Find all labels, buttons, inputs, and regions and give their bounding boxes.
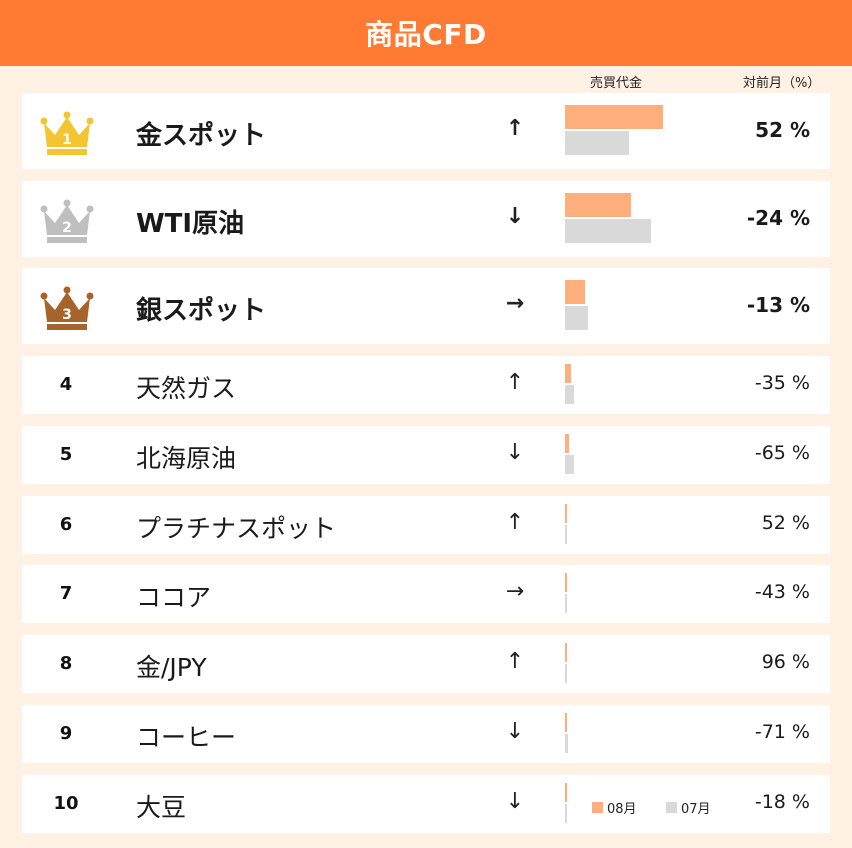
bar-previous-month	[565, 131, 629, 155]
legend-swatch-current	[592, 802, 603, 813]
product-name: 天然ガス	[136, 374, 237, 403]
table-row: 2 WTI原油 ↓ -24 %	[22, 181, 830, 257]
bar-previous-month	[565, 385, 574, 404]
table-row: 6 プラチナスポット ↑ 52 %	[22, 496, 830, 554]
trend-arrow-icon: ↓	[505, 789, 525, 814]
table-row: 10 大豆 ↓ -18 %	[22, 775, 830, 833]
volume-column-header: 売買代金	[590, 76, 643, 91]
table-row: 9 コーヒー ↓ -71 %	[22, 705, 830, 763]
bar-previous-month	[565, 219, 651, 243]
change-percent: -65 %	[754, 442, 810, 464]
table-row: 3 銀スポット → -13 %	[22, 268, 830, 344]
bar-current-month	[565, 280, 585, 304]
product-name: 北海原油	[136, 444, 237, 473]
crown-rank-number: 1	[62, 132, 72, 148]
trend-arrow-icon: →	[505, 291, 525, 316]
product-name: 銀スポット	[136, 296, 267, 326]
page-title: 商品CFD	[0, 0, 852, 66]
change-percent: -18 %	[754, 791, 810, 813]
legend-previous: 07月	[666, 798, 711, 817]
bar-current-month	[565, 434, 569, 453]
product-name: 金/JPY	[136, 653, 207, 682]
bar-current-month	[565, 105, 663, 129]
bar-current-month	[565, 573, 567, 592]
change-percent: -35 %	[754, 372, 810, 394]
rank-number: 9	[59, 723, 73, 744]
legend-swatch-previous	[666, 802, 677, 813]
bar-previous-month	[565, 306, 588, 330]
rank-number: 4	[59, 374, 73, 395]
bar-previous-month	[565, 594, 567, 613]
trend-arrow-icon: ↓	[505, 204, 525, 229]
table-row: 4 天然ガス ↑ -35 %	[22, 356, 830, 414]
product-name: ココア	[136, 583, 212, 612]
product-name: WTI原油	[136, 209, 245, 239]
change-percent: -24 %	[746, 206, 810, 230]
table-row: 5 北海原油 ↓ -65 %	[22, 426, 830, 484]
rank-number: 5	[59, 444, 73, 465]
trend-arrow-icon: ↑	[505, 116, 525, 141]
rank-number: 6	[59, 514, 73, 535]
product-name: 金スポット	[136, 121, 267, 151]
bar-previous-month	[565, 455, 574, 474]
trend-arrow-icon: ↑	[505, 510, 525, 535]
legend-label-current: 08月	[607, 802, 637, 817]
trend-arrow-icon: ↓	[505, 440, 525, 465]
crown-icon: 3	[40, 286, 94, 330]
crown-rank-number: 3	[62, 307, 72, 323]
bar-previous-month	[565, 734, 568, 753]
change-percent: 52 %	[761, 512, 810, 534]
crown-rank-number: 2	[62, 220, 72, 236]
bar-current-month	[565, 504, 567, 523]
crown-icon: 2	[40, 199, 94, 243]
table-row: 7 ココア → -43 %	[22, 565, 830, 623]
trend-arrow-icon: →	[505, 579, 525, 604]
rank-number: 7	[59, 583, 73, 604]
product-name: 大豆	[136, 793, 187, 822]
trend-arrow-icon: ↓	[505, 719, 525, 744]
legend-current: 08月	[592, 798, 637, 817]
bar-previous-month	[565, 804, 567, 823]
bar-current-month	[565, 643, 567, 662]
bar-previous-month	[565, 525, 567, 544]
bar-current-month	[565, 364, 571, 383]
table-row: 8 金/JPY ↑ 96 %	[22, 635, 830, 693]
bar-current-month	[565, 713, 567, 732]
change-column-header: 対前月（%）	[743, 76, 821, 91]
product-name: コーヒー	[136, 723, 237, 752]
legend-label-previous: 07月	[681, 802, 711, 817]
trend-arrow-icon: ↑	[505, 649, 525, 674]
trend-arrow-icon: ↑	[505, 370, 525, 395]
change-percent: -71 %	[754, 721, 810, 743]
rank-number: 8	[59, 653, 73, 674]
bar-current-month	[565, 193, 631, 217]
bar-current-month	[565, 783, 567, 802]
crown-icon: 1	[40, 111, 94, 155]
change-percent: -43 %	[754, 581, 810, 603]
change-percent: 52 %	[755, 118, 810, 142]
table-row: 1 金スポット ↑ 52 %	[22, 93, 830, 169]
bar-previous-month	[565, 664, 567, 683]
product-name: プラチナスポット	[136, 514, 337, 543]
rank-number: 10	[53, 793, 79, 814]
change-percent: -13 %	[746, 293, 810, 317]
change-percent: 96 %	[761, 651, 810, 673]
